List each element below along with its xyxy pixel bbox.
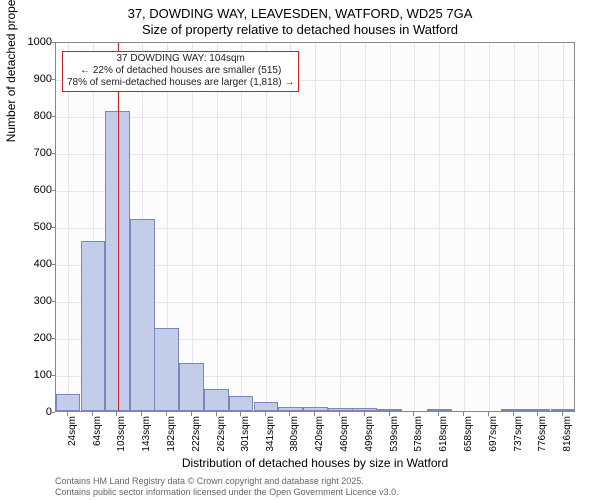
xtick-label: 341sqm (265, 416, 276, 466)
xtick-label: 24sqm (67, 416, 78, 466)
callout-line1: 37 DOWDING WAY: 104sqm (67, 53, 294, 65)
xtick-label: 301sqm (240, 416, 251, 466)
ytick-mark (51, 375, 55, 376)
ytick-mark (51, 116, 55, 117)
ytick-label: 300 (12, 295, 52, 307)
histogram-bars (56, 43, 574, 411)
xtick-label: 737sqm (513, 416, 524, 466)
histogram-bar (501, 409, 526, 411)
xtick-label: 697sqm (488, 416, 499, 466)
ytick-label: 200 (12, 332, 52, 344)
xtick-mark (537, 412, 538, 416)
xtick-label: 658sqm (463, 416, 474, 466)
histogram-bar (229, 396, 254, 411)
callout-line3: 78% of semi-detached houses are larger (… (67, 77, 294, 89)
ytick-label: 800 (12, 110, 52, 122)
plot-area: 37 DOWDING WAY: 104sqm ← 22% of detached… (55, 42, 575, 412)
histogram-bar (278, 407, 303, 411)
xtick-mark (166, 412, 167, 416)
xtick-label: 143sqm (141, 416, 152, 466)
ytick-mark (51, 42, 55, 43)
histogram-bar (352, 408, 377, 411)
histogram-bar (204, 389, 229, 411)
xtick-mark (339, 412, 340, 416)
xtick-label: 578sqm (413, 416, 424, 466)
ytick-label: 400 (12, 258, 52, 270)
xtick-mark (314, 412, 315, 416)
histogram-bar (254, 402, 279, 411)
histogram-bar (551, 409, 576, 411)
ytick-mark (51, 412, 55, 413)
xtick-mark (389, 412, 390, 416)
xtick-mark (240, 412, 241, 416)
xtick-label: 460sqm (339, 416, 350, 466)
histogram-bar (427, 409, 452, 411)
histogram-bar (377, 409, 402, 411)
callout-box: 37 DOWDING WAY: 104sqm ← 22% of detached… (62, 51, 299, 92)
xtick-mark (191, 412, 192, 416)
ytick-label: 700 (12, 147, 52, 159)
xtick-mark (289, 412, 290, 416)
histogram-bar (130, 219, 155, 411)
histogram-bar (303, 407, 328, 411)
xtick-mark (562, 412, 563, 416)
ytick-mark (51, 153, 55, 154)
property-marker-line (118, 43, 119, 411)
xtick-label: 816sqm (562, 416, 573, 466)
xtick-label: 499sqm (364, 416, 375, 466)
ytick-label: 600 (12, 184, 52, 196)
xtick-label: 539sqm (389, 416, 400, 466)
ytick-mark (51, 190, 55, 191)
xtick-mark (116, 412, 117, 416)
xtick-mark (438, 412, 439, 416)
histogram-bar (526, 409, 551, 411)
xtick-label: 776sqm (537, 416, 548, 466)
xtick-label: 222sqm (191, 416, 202, 466)
footer-copyright-1: Contains HM Land Registry data © Crown c… (55, 476, 364, 486)
chart-title-line2: Size of property relative to detached ho… (0, 22, 600, 37)
ytick-label: 0 (12, 406, 52, 418)
histogram-bar (56, 394, 81, 411)
chart-title-line1: 37, DOWDING WAY, LEAVESDEN, WATFORD, WD2… (0, 6, 600, 21)
xtick-mark (364, 412, 365, 416)
xtick-mark (463, 412, 464, 416)
xtick-mark (216, 412, 217, 416)
xtick-label: 182sqm (166, 416, 177, 466)
xtick-label: 420sqm (314, 416, 325, 466)
histogram-bar (179, 363, 204, 411)
callout-line2: ← 22% of detached houses are smaller (51… (67, 65, 294, 77)
xtick-label: 618sqm (438, 416, 449, 466)
xtick-mark (92, 412, 93, 416)
xtick-label: 262sqm (216, 416, 227, 466)
histogram-bar (81, 241, 106, 411)
xtick-mark (413, 412, 414, 416)
xtick-mark (265, 412, 266, 416)
ytick-label: 900 (12, 73, 52, 85)
ytick-label: 500 (12, 221, 52, 233)
xtick-mark (513, 412, 514, 416)
xtick-mark (67, 412, 68, 416)
xtick-mark (141, 412, 142, 416)
footer-copyright-2: Contains public sector information licen… (55, 487, 399, 497)
ytick-label: 1000 (12, 36, 52, 48)
xtick-label: 64sqm (92, 416, 103, 466)
ytick-mark (51, 79, 55, 80)
ytick-mark (51, 227, 55, 228)
ytick-mark (51, 264, 55, 265)
ytick-mark (51, 301, 55, 302)
xtick-label: 103sqm (116, 416, 127, 466)
ytick-label: 100 (12, 369, 52, 381)
xtick-label: 380sqm (289, 416, 300, 466)
histogram-bar (328, 408, 353, 411)
chart-container: 37, DOWDING WAY, LEAVESDEN, WATFORD, WD2… (0, 0, 600, 500)
xtick-mark (488, 412, 489, 416)
ytick-mark (51, 338, 55, 339)
histogram-bar (154, 328, 179, 411)
